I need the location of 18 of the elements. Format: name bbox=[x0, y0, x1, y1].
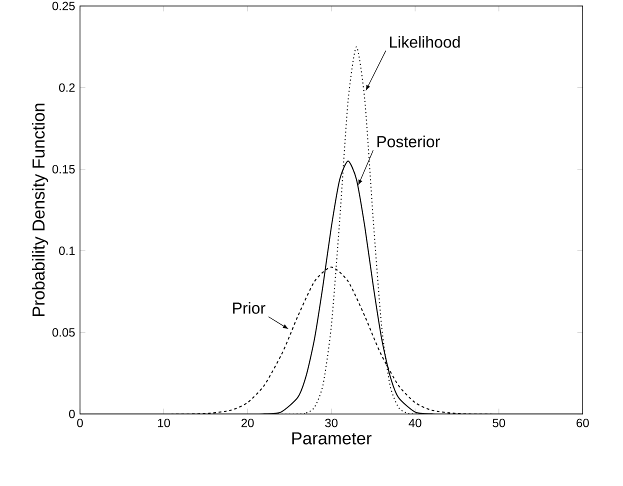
y-tick-label: 0.25 bbox=[52, 2, 75, 10]
x-axis-title: Parameter bbox=[292, 432, 372, 444]
y-tick-label: 0.15 bbox=[52, 164, 75, 174]
x-tick-label: 20 bbox=[241, 418, 254, 428]
y-tick-label: 0.1 bbox=[59, 246, 75, 256]
x-tick-label: 0 bbox=[77, 418, 83, 428]
x-tick-label: 10 bbox=[158, 418, 170, 428]
y-axis-title: Probability Density Function bbox=[32, 104, 48, 316]
y-tick-label: 0.2 bbox=[59, 83, 75, 92]
annotation: Posterior bbox=[377, 136, 440, 148]
y-tick-label: 0.05 bbox=[52, 328, 75, 337]
x-tick-label: 60 bbox=[576, 418, 589, 428]
x-tick-label: 50 bbox=[492, 418, 506, 428]
annotation: Prior bbox=[233, 302, 266, 314]
annotation: Likelihood bbox=[390, 36, 460, 48]
x-tick-label: 40 bbox=[408, 418, 422, 428]
y-tick-label: 0 bbox=[69, 410, 75, 418]
x-tick-label: 30 bbox=[325, 418, 338, 428]
